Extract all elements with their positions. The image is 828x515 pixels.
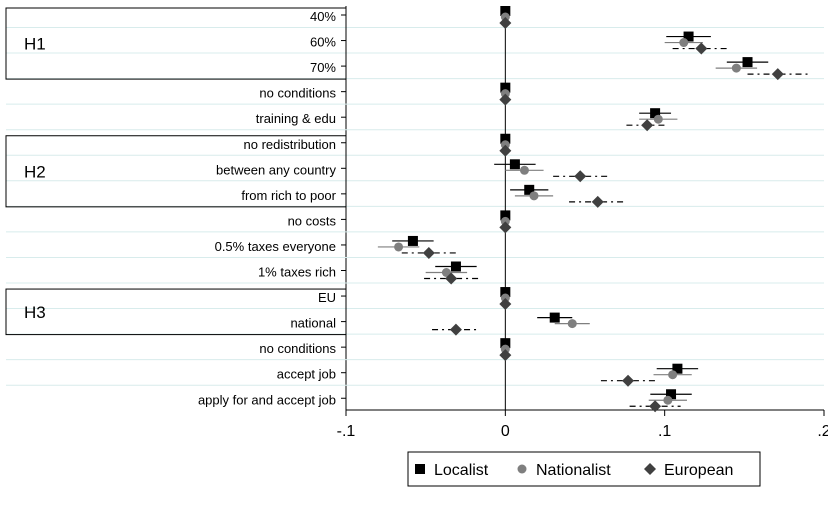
point-estimate — [499, 144, 512, 157]
legend-label: European — [664, 462, 733, 479]
point-estimate — [663, 395, 673, 405]
category-label: 1% taxes rich — [258, 265, 336, 280]
point-estimate — [650, 108, 661, 119]
category-label: no conditions — [259, 341, 336, 356]
point-estimate — [649, 400, 662, 413]
category-label: from rich to poor — [241, 188, 336, 203]
point-estimate — [574, 170, 587, 183]
point-estimate — [500, 210, 511, 221]
point-estimate — [529, 191, 539, 201]
point-estimate — [509, 159, 520, 170]
hypothesis-box — [5, 135, 347, 208]
x-tick-label: -.1 — [337, 423, 356, 440]
point-estimate — [500, 82, 511, 93]
hypothesis-label: H1 — [24, 35, 46, 54]
hypothesis-box — [5, 288, 347, 336]
point-estimate — [653, 114, 663, 124]
category-label: training & edu — [256, 111, 336, 126]
category-label: accept job — [277, 367, 336, 382]
point-estimate — [394, 242, 404, 252]
legend-box — [407, 451, 761, 487]
point-estimate — [668, 370, 678, 380]
point-estimate — [679, 38, 689, 48]
point-estimate — [567, 319, 577, 329]
x-axis: -.1 0 .1 .2 — [337, 6, 828, 440]
series-nationalist — [377, 12, 758, 405]
point-estimate — [499, 93, 512, 106]
point-estimate — [499, 17, 512, 29]
legend-label: Localist — [434, 462, 489, 479]
series-marks — [377, 6, 809, 413]
point-estimate — [549, 312, 560, 323]
hypothesis-label: H3 — [24, 303, 46, 322]
category-label: 0.5% taxes everyone — [215, 239, 336, 254]
point-estimate — [500, 133, 511, 144]
grid-lines — [6, 27, 824, 386]
category-label: no costs — [288, 213, 337, 228]
category-label: 40% — [310, 9, 336, 24]
category-label: apply for and accept job — [198, 392, 336, 407]
point-estimate — [683, 31, 694, 42]
category-label: 70% — [310, 60, 336, 75]
category-label: 60% — [310, 35, 336, 50]
category-label: between any country — [216, 162, 336, 177]
point-estimate — [622, 374, 635, 387]
series-european — [401, 17, 809, 413]
point-estimate — [445, 272, 458, 285]
point-estimate — [499, 349, 512, 362]
category-label: national — [290, 316, 336, 331]
point-estimate — [524, 184, 535, 195]
hypothesis-label: H2 — [24, 162, 46, 181]
x-tick-label: 0 — [501, 423, 510, 440]
point-estimate — [591, 195, 604, 208]
point-estimate — [666, 389, 677, 400]
point-estimate — [441, 268, 451, 277]
category-label: EU — [318, 290, 336, 305]
category-label: no conditions — [259, 86, 336, 101]
point-estimate — [519, 165, 529, 175]
hypothesis-box — [5, 7, 347, 80]
point-estimate — [499, 298, 512, 311]
point-estimate — [672, 363, 683, 374]
point-estimate — [449, 323, 462, 336]
point-estimate — [407, 235, 418, 246]
point-estimate — [450, 261, 461, 272]
legend-marker — [517, 464, 527, 474]
point-estimate — [500, 6, 511, 16]
point-estimate — [731, 63, 741, 73]
point-estimate — [771, 68, 784, 81]
legend: Localist Nationalist European — [407, 451, 761, 487]
point-estimate — [742, 57, 753, 68]
legend-marker — [644, 463, 656, 475]
series-localist — [392, 6, 769, 400]
point-estimate — [641, 119, 654, 132]
hypothesis-group-boxes: H1 H2 H3 — [5, 7, 347, 336]
x-tick-label: .2 — [817, 423, 828, 440]
category-label: no redistribution — [244, 137, 337, 152]
point-estimate — [422, 246, 435, 259]
point-estimate — [695, 42, 708, 55]
legend-marker — [415, 464, 425, 474]
point-estimate — [500, 287, 511, 298]
category-labels: 40% 60% 70% no conditions training & edu no r… — [198, 9, 346, 407]
x-tick-label: .1 — [658, 423, 671, 440]
point-estimate — [499, 221, 512, 234]
legend-label: Nationalist — [536, 462, 611, 479]
point-estimate — [500, 338, 511, 349]
